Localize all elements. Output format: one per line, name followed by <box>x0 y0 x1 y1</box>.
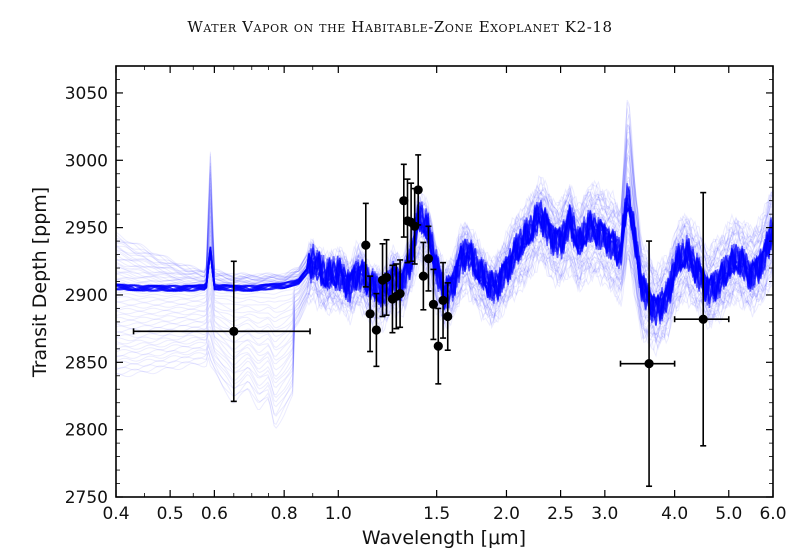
x-tick-label: 0.5 <box>157 504 184 524</box>
x-tick-label: 6.0 <box>759 504 786 524</box>
data-point <box>438 295 448 305</box>
data-points <box>132 154 730 488</box>
model-line <box>116 140 773 294</box>
model-line <box>116 135 773 289</box>
model-line <box>116 247 773 399</box>
model-line <box>116 236 773 380</box>
x-tick-label: 3.0 <box>591 504 618 524</box>
model-line <box>116 131 773 287</box>
x-axis-label: Wavelength [μm] <box>362 527 526 549</box>
data-point <box>418 271 428 281</box>
data-point <box>399 196 409 206</box>
data-point <box>423 254 434 264</box>
x-tick-label: 5.0 <box>715 504 742 524</box>
chart-title: Water Vapor on the Habitable-Zone Exopla… <box>187 18 613 36</box>
y-tick-label: 2850 <box>65 353 108 373</box>
model-line <box>116 108 773 284</box>
data-point <box>361 240 371 250</box>
model-line <box>116 250 773 408</box>
x-tick-label: 0.4 <box>102 504 129 524</box>
y-tick-label: 2750 <box>65 488 108 508</box>
model-spectra <box>116 99 773 429</box>
y-tick-label: 2900 <box>65 286 108 306</box>
data-point <box>410 221 420 231</box>
data-point <box>381 272 392 283</box>
data-point <box>698 314 708 324</box>
model-line <box>116 123 773 285</box>
model-line <box>116 251 773 425</box>
model-line <box>116 125 773 286</box>
y-axis-label: Transit Depth [ppm] <box>29 187 51 378</box>
model-line <box>116 149 773 294</box>
model-line <box>116 123 773 285</box>
x-tick-label: 1.5 <box>423 504 450 524</box>
axis-ticks: 0.4 0.5 0.6 0.8 1.0 1.5 2.0 2.5 3.0 4.0 5.0 6.0 2750… <box>65 66 787 524</box>
data-point <box>365 309 375 319</box>
x-tick-label: 2.0 <box>493 504 520 524</box>
data-point <box>413 185 423 195</box>
data-point <box>644 359 654 369</box>
model-line <box>116 114 773 280</box>
model-core-line <box>116 198 773 324</box>
model-line <box>116 242 773 416</box>
data-point <box>229 326 239 336</box>
x-tick-label: 2.5 <box>547 504 574 524</box>
model-line <box>116 252 773 417</box>
data-point <box>371 325 381 335</box>
x-tick-label: 0.8 <box>271 504 298 524</box>
model-line <box>116 137 773 293</box>
x-tick-label: 1.0 <box>325 504 352 524</box>
model-line <box>116 99 773 284</box>
model-line <box>116 157 773 293</box>
data-point <box>395 289 405 299</box>
model-line <box>116 123 773 289</box>
x-tick-label: 4.0 <box>661 504 688 524</box>
model-line <box>116 238 773 396</box>
model-line <box>116 138 773 293</box>
model-line <box>116 155 773 295</box>
y-tick-label: 2950 <box>65 219 108 239</box>
data-point <box>433 341 443 351</box>
data-point <box>443 311 453 322</box>
model-line <box>116 102 773 284</box>
y-tick-label: 3000 <box>65 151 108 171</box>
y-tick-label: 2800 <box>65 421 108 441</box>
x-tick-label: 0.6 <box>201 504 228 524</box>
model-line <box>116 248 773 403</box>
y-tick-label: 3050 <box>65 84 108 104</box>
data-point <box>428 299 439 309</box>
model-line <box>116 152 773 297</box>
